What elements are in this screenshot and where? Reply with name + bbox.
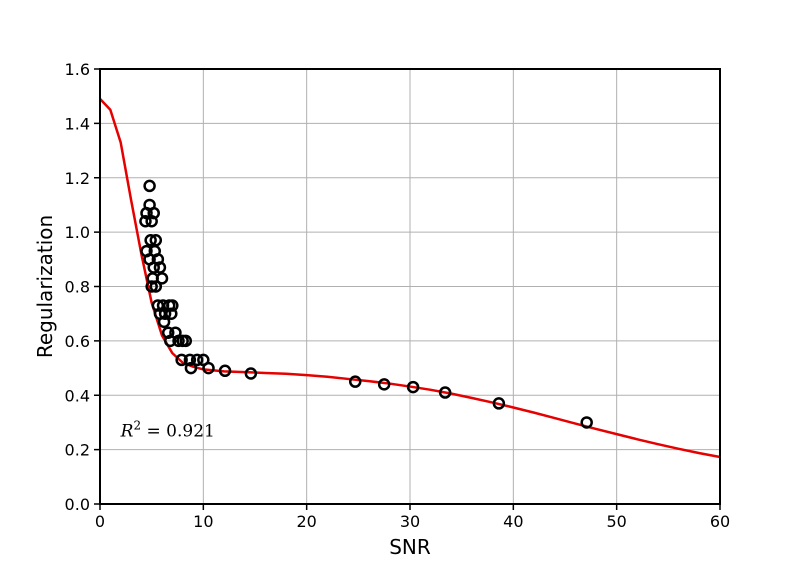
data-point [165,307,178,320]
y-tick-label: 1.4 [65,114,90,133]
data-point [155,272,169,285]
data-point [157,315,171,329]
data-point [184,361,198,375]
data-point [144,234,157,247]
data-point [179,334,193,348]
r2-exponent: 2 [133,419,141,433]
grid [99,68,721,505]
data-point [158,307,172,320]
fit-curve [99,98,721,459]
data-point [161,326,175,339]
x-tick-label: 0 [95,512,105,531]
data-point [164,334,177,348]
y-tick-label: 1.0 [65,223,90,242]
r2-symbol: R [120,422,134,442]
data-point [145,215,158,228]
data-point [166,299,179,312]
data-point [143,179,156,193]
data-point [406,380,420,394]
x-tick-label: 40 [503,512,523,531]
series-layer [99,98,721,459]
data-point [139,215,152,228]
y-tick-label: 0.8 [65,278,90,297]
y-tick-label: 0.4 [65,386,90,405]
y-tick-label: 1.2 [65,169,90,188]
x-tick-label: 50 [606,512,626,531]
data-point [149,280,163,293]
data-point [151,299,165,312]
data-point [172,334,185,348]
data-point [244,367,258,380]
data-point [202,361,215,375]
data-point [348,375,362,388]
ticks: 0 10 20 30 40 50 60 0.0 0.2 0.4 0.6 0.8 1.0 1.2 1.4 1.6 [65,60,731,531]
data-point [492,397,506,410]
data-point [183,353,197,367]
y-tick-label: 0.6 [65,332,90,351]
x-tick-label: 10 [193,512,213,531]
data-point [580,416,593,429]
data-point [175,353,188,367]
y-axis-title: Regularization [33,215,57,358]
y-tick-label: 0.2 [65,441,90,460]
r2-annotation: R2 = 0.921 [120,419,215,442]
y-tick-label: 1.6 [65,60,90,79]
data-point [190,353,204,367]
data-point [147,206,160,220]
data-point [218,364,232,378]
data-point [438,386,452,399]
r2-value: = 0.921 [141,422,215,442]
x-axis-title: SNR [389,535,431,559]
x-tick-label: 20 [296,512,316,531]
x-tick-label: 60 [710,512,730,531]
y-tick-label: 0.0 [65,495,90,514]
x-tick-label: 30 [400,512,420,531]
data-point [377,378,391,391]
data-point [145,280,158,293]
